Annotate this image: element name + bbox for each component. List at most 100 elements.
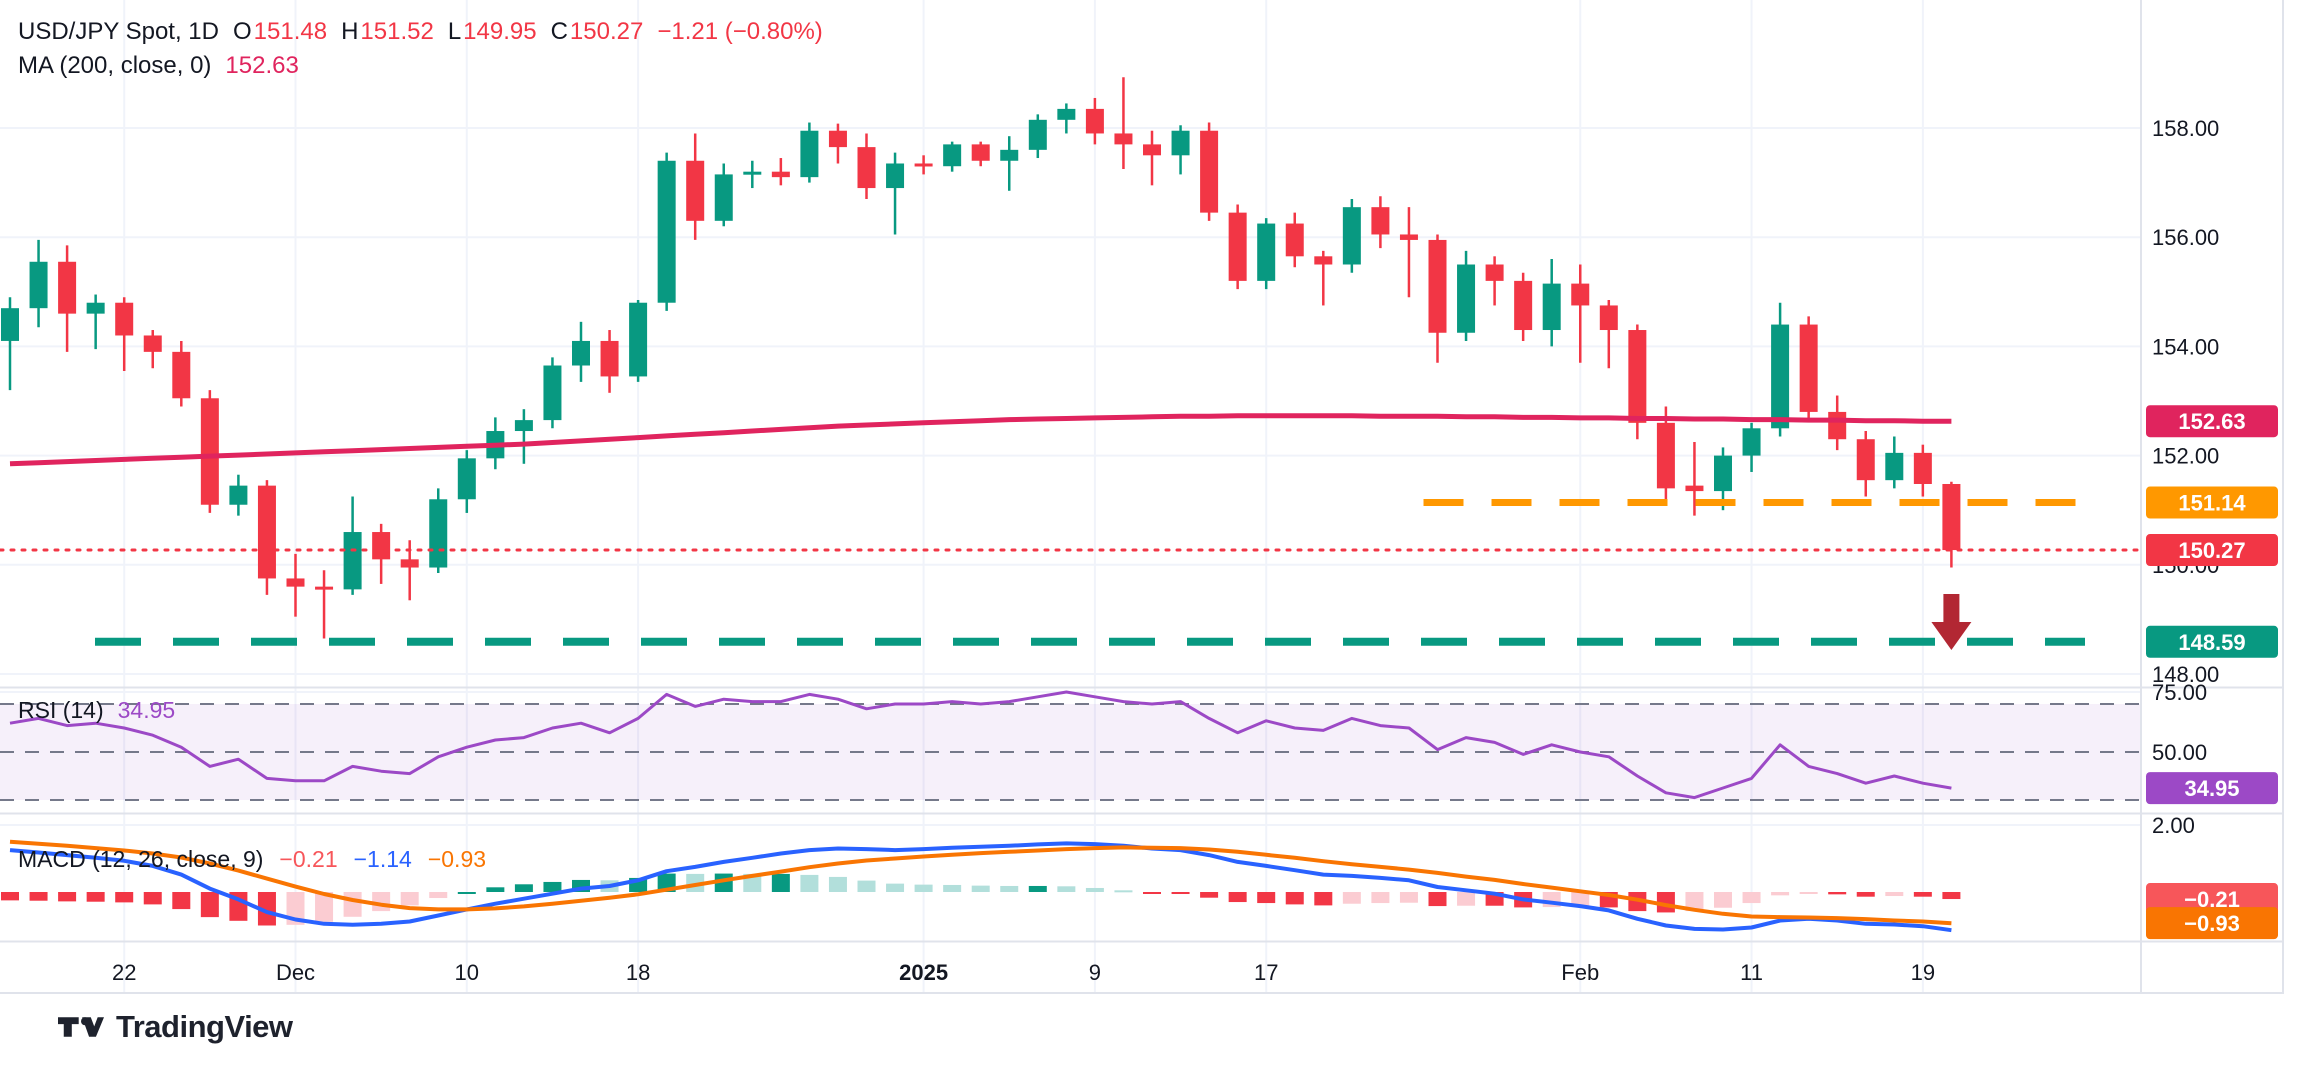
candle-body: [657, 160, 676, 303]
price-tick: 154.00: [2152, 334, 2219, 359]
macd-histogram: [1, 873, 1961, 926]
ohlc-close: C 150.27: [550, 18, 644, 45]
macd-bar: [1714, 892, 1732, 908]
rsi-band: [0, 704, 2140, 800]
time-label: 10: [455, 960, 479, 985]
candle-body: [1085, 108, 1104, 134]
candle-body: [1599, 305, 1618, 331]
axis-badge: [2146, 772, 2278, 805]
symbol-legend[interactable]: USD/JPY Spot, 1D O 151.48 H 151.52 L 149.95…: [18, 18, 823, 46]
candle-body: [1257, 223, 1276, 281]
macd-signal-value: −0.93: [427, 846, 487, 872]
time-label: 9: [1089, 960, 1101, 985]
macd-bar: [1143, 892, 1161, 894]
candle-body: [1542, 283, 1561, 331]
candle-body: [315, 586, 334, 590]
rsi-tick: 50.00: [2152, 740, 2207, 765]
macd-bar: [372, 892, 391, 912]
candle-body: [1228, 212, 1247, 281]
indicator-lines: [9, 413, 1952, 933]
macd-label: MACD (12, 26, close, 9): [18, 846, 264, 872]
macd-bar: [1571, 892, 1590, 907]
candle-body: [857, 147, 876, 189]
price-tick: 156.00: [2152, 225, 2219, 250]
macd-bar: [1685, 892, 1704, 912]
macd-bar: [1114, 890, 1133, 893]
candle-body: [429, 499, 448, 568]
macd-bar: [1285, 892, 1304, 905]
candle-body: [514, 420, 533, 432]
price-tick: 148.00: [2152, 662, 2219, 687]
candle-body: [800, 130, 819, 178]
symbol-title[interactable]: USD/JPY Spot, 1D: [18, 18, 219, 45]
candle-body: [1571, 283, 1590, 306]
candle-body: [1514, 280, 1533, 331]
macd-bar: [1, 892, 19, 901]
macd-bar: [1342, 892, 1361, 904]
macd-bar: [257, 892, 276, 926]
axis-layer: 158.00156.00154.00152.00150.00148.0075.0…: [112, 116, 2219, 985]
axis-badge: [2146, 534, 2278, 567]
candle-body: [1913, 452, 1932, 484]
macd-bar: [172, 892, 191, 910]
macd-bar: [1000, 885, 1019, 892]
candle-body: [1314, 256, 1333, 265]
macd-bar: [543, 881, 562, 892]
macd-signal-line: [9, 839, 1952, 926]
ma-line: [9, 413, 1952, 467]
macd-bar: [400, 892, 419, 906]
macd-bar: [1028, 885, 1047, 892]
candle-body: [229, 485, 248, 505]
macd-legend[interactable]: MACD (12, 26, close, 9) −0.21 −1.14 −0.9…: [18, 845, 486, 873]
ma-value: 152.63: [225, 52, 299, 79]
rsi-line: [9, 690, 1952, 800]
macd-bar: [29, 892, 48, 901]
tradingview-logo[interactable]: TradingView: [58, 1008, 293, 1046]
time-label: Feb: [1561, 960, 1599, 985]
candle-body: [1714, 455, 1732, 492]
macd-tick: 2.00: [2152, 813, 2195, 838]
ma-legend[interactable]: MA (200, close, 0) 152.63: [18, 52, 299, 80]
axis-badge-label: 152.63: [2178, 409, 2245, 434]
macd-bar: [1856, 892, 1875, 897]
candle-body: [1399, 234, 1418, 240]
rsi-tick: 75.00: [2152, 680, 2207, 705]
candle-body: [457, 458, 476, 500]
macd-bar: [914, 884, 933, 892]
rsi-label: RSI (14): [18, 697, 104, 723]
macd-bar: [1885, 892, 1904, 897]
macd-bar: [828, 876, 847, 892]
axis-badge: [2146, 907, 2278, 940]
candle-body: [1200, 130, 1219, 213]
candle-body: [1143, 144, 1161, 156]
candle-body: [1799, 324, 1818, 412]
rsi-legend[interactable]: RSI (14) 34.95: [18, 696, 175, 724]
macd-bar: [1171, 892, 1190, 895]
candle-body: [1114, 133, 1133, 145]
macd-bar: [343, 892, 362, 917]
macd-bar: [514, 884, 533, 892]
macd-bar: [886, 883, 905, 892]
macd-bar: [1771, 892, 1790, 896]
candle-body: [200, 398, 219, 505]
candle-body: [29, 261, 48, 309]
macd-hist-value: −0.21: [279, 846, 338, 872]
axis-badge: [2146, 625, 2278, 658]
ohlc-open: O 151.48: [232, 18, 328, 45]
down-arrow-head: [1931, 622, 1972, 650]
candle-body: [600, 340, 619, 377]
candle-body: [572, 340, 590, 366]
macd-bar: [115, 892, 134, 903]
macd-bar: [315, 892, 334, 922]
macd-bar: [1742, 892, 1761, 904]
axis-badge: [2146, 883, 2278, 916]
macd-line-value: −1.14: [353, 846, 412, 872]
candle-body: [1856, 439, 1875, 481]
rsi-pane: [0, 703, 2140, 801]
candle-body: [286, 578, 305, 587]
candle-body: [1485, 264, 1504, 281]
candle-body: [1828, 411, 1847, 440]
candle-body: [1685, 485, 1704, 492]
